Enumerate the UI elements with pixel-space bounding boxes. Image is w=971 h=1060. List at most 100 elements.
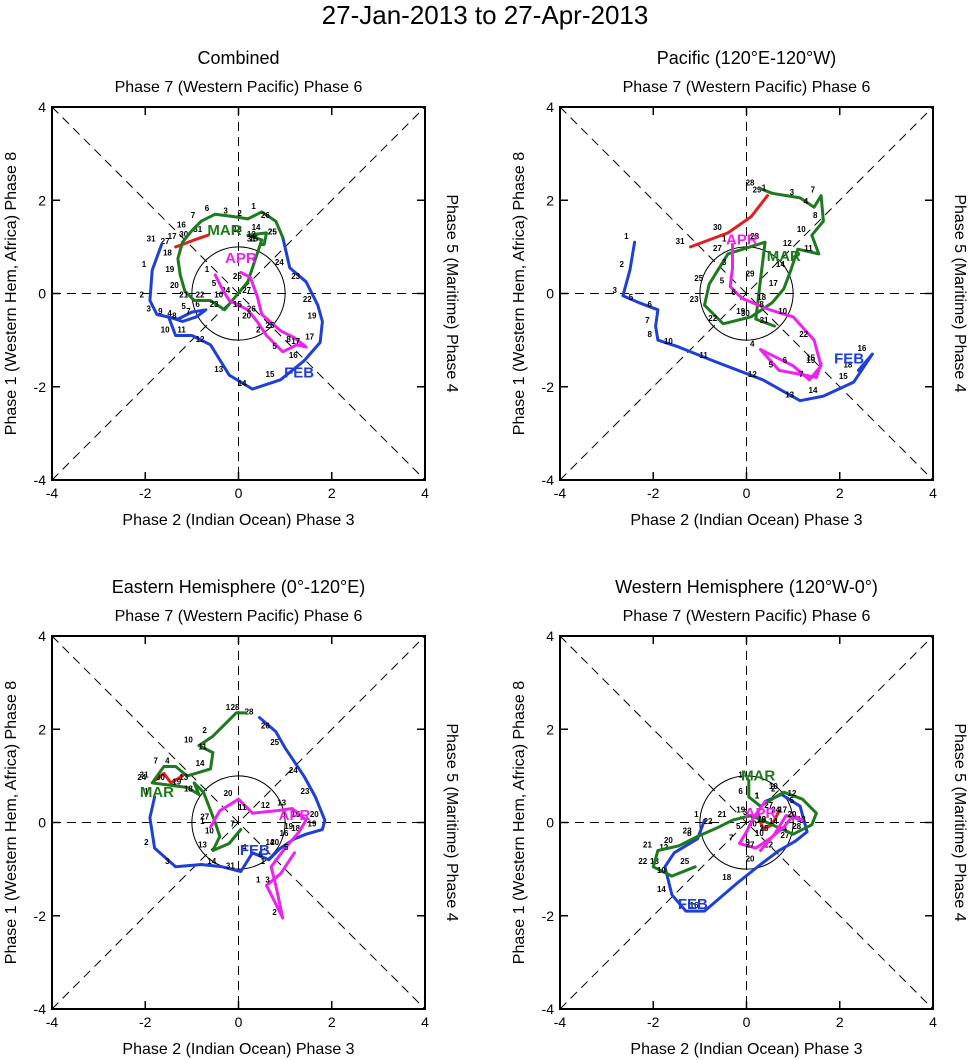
day-label: 5	[212, 279, 217, 288]
series-line-apr	[213, 271, 308, 354]
series-line-mar	[150, 711, 247, 852]
x-tick-label: 0	[235, 485, 243, 501]
day-label: 16	[280, 829, 289, 838]
day-label: 28	[746, 179, 755, 188]
day-label: 19	[736, 806, 745, 815]
day-label: 16	[177, 221, 186, 230]
x-tick-label: 4	[929, 485, 937, 501]
month-label-feb: FEB	[240, 842, 270, 859]
day-label: 20	[270, 838, 279, 847]
day-label: 5	[284, 843, 289, 852]
day-label: 22	[704, 817, 713, 826]
x-tick-label: 0	[235, 1014, 243, 1030]
month-label-apr: APR	[745, 805, 777, 822]
y-tick-label: -4	[34, 1001, 47, 1017]
day-label: 12	[783, 239, 792, 248]
series-line-mar	[703, 187, 825, 328]
day-label: 3	[165, 857, 170, 866]
day-label: 6	[783, 356, 788, 365]
day-label: 14	[238, 379, 247, 388]
day-label: 27	[781, 831, 790, 840]
day-label: 8	[759, 300, 764, 309]
x-tick-label: 4	[421, 485, 429, 501]
day-label: 30	[741, 309, 750, 318]
day-label: 12	[247, 230, 256, 239]
y-tick-label: 0	[546, 286, 554, 302]
day-label: 5	[272, 342, 277, 351]
month-label-mar: MAR	[140, 784, 174, 801]
day-label: 21	[179, 290, 188, 299]
day-label: 2	[237, 209, 242, 218]
left-phase-label: Phase 1 (Western Hem, Africa) Phase 8	[3, 681, 20, 964]
day-label: 10	[214, 290, 223, 299]
day-label: 13	[233, 225, 242, 234]
day-label: 23	[301, 787, 310, 796]
day-label: 28	[245, 708, 254, 717]
day-label: 4	[242, 843, 247, 852]
day-label: 1	[256, 875, 261, 884]
panels: Combined Phase 7 (Western Pacific) Phase …	[3, 48, 968, 1058]
series-line-mar	[651, 779, 818, 878]
x-tick-label: 4	[929, 1014, 937, 1030]
day-label: 20	[664, 836, 673, 845]
day-label: 13	[214, 365, 223, 374]
day-label: 5	[629, 293, 634, 302]
day-label: 11	[699, 351, 708, 360]
day-label: 10	[778, 307, 787, 316]
day-label: 20	[242, 311, 251, 320]
day-label: 22	[799, 330, 808, 339]
series-line-feb	[621, 240, 874, 403]
day-label: 7	[645, 316, 650, 325]
y-tick-label: 2	[38, 192, 46, 208]
day-label: 4	[804, 197, 809, 206]
day-label: 12	[261, 801, 270, 810]
day-label: 19	[172, 778, 181, 787]
day-label: 1	[738, 771, 743, 780]
day-label: 25	[694, 274, 703, 283]
right-phase-label: Phase 5 (Maritime) Phase 4	[951, 723, 968, 921]
series-line-apr	[728, 243, 823, 382]
day-label: 3	[612, 286, 617, 295]
y-tick-label: 2	[38, 721, 46, 737]
day-label: 27	[746, 840, 755, 849]
x-tick-label: 4	[421, 1014, 429, 1030]
day-label: 3	[743, 808, 748, 817]
unit-circle	[191, 246, 286, 341]
unit-circle	[191, 775, 286, 870]
top-phase-label: Phase 7 (Western Pacific) Phase 6	[623, 608, 871, 625]
day-label: 6	[195, 300, 200, 309]
month-label-mar: MAR	[741, 768, 775, 785]
day-label: 27	[200, 813, 209, 822]
day-label: 18	[722, 873, 731, 882]
x-tick-label: -4	[46, 1014, 59, 1030]
day-label: 22	[196, 290, 205, 299]
day-label: 10	[664, 337, 673, 346]
x-tick-label: -4	[554, 485, 567, 501]
day-label: 10	[657, 866, 666, 875]
phase-panel-3: Eastern Hemisphere (0°-120°E) Phase 7 (We…	[3, 577, 460, 1058]
left-phase-label: Phase 1 (Western Hem, Africa) Phase 8	[511, 681, 528, 964]
day-label: 24	[771, 806, 780, 815]
day-label: 1	[200, 817, 205, 826]
day-label: 22	[638, 857, 647, 866]
day-label: 21	[643, 840, 652, 849]
day-label: 13	[785, 391, 794, 400]
right-phase-label: Phase 5 (Maritime) Phase 4	[443, 194, 460, 392]
day-label: 20	[788, 810, 797, 819]
series-line-jan	[756, 809, 781, 831]
day-label: 15	[839, 372, 848, 381]
y-tick-label: 4	[38, 99, 46, 115]
day-label: 7	[186, 307, 191, 316]
day-label: 30	[156, 773, 165, 782]
bottom-phase-label: Phase 2 (Indian Ocean) Phase 3	[630, 512, 862, 529]
day-label: 13	[179, 773, 188, 782]
day-label: 21	[718, 810, 727, 819]
day-label: 1	[142, 260, 147, 269]
day-label: 13	[277, 799, 286, 808]
day-label: 19	[284, 822, 293, 831]
day-label: 1	[755, 792, 760, 801]
month-label-mar: MAR	[767, 248, 801, 265]
day-label: 17	[778, 806, 787, 815]
